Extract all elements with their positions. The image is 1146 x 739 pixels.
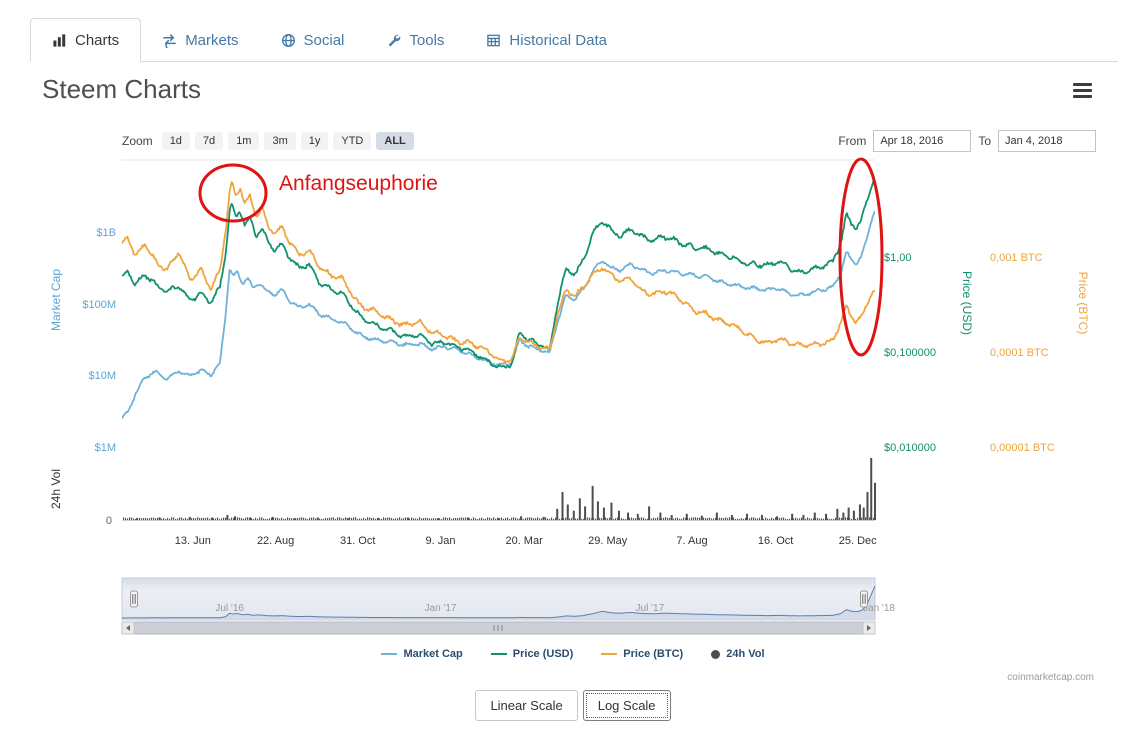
price-btc-tick: 0,00001 BTC bbox=[990, 442, 1055, 454]
market-cap-axis-title: Market Cap bbox=[49, 269, 63, 331]
tab-label: Tools bbox=[409, 31, 445, 49]
legend-label: 24h Vol bbox=[726, 648, 765, 660]
tab-social[interactable]: Social bbox=[260, 18, 366, 62]
chart-menu-icon[interactable] bbox=[1073, 83, 1092, 101]
legend-label: Price (BTC) bbox=[623, 648, 684, 660]
table-icon bbox=[486, 33, 501, 48]
tab-bar: Charts Markets Social Tools Historical Data bbox=[30, 16, 1118, 62]
navigator-date-label: Jul '17 bbox=[636, 603, 665, 614]
price-btc-axis-title: Price (BTC) bbox=[1076, 272, 1090, 335]
legend-dot-marker bbox=[711, 649, 721, 659]
x-axis-tick: 25. Dec bbox=[839, 535, 877, 547]
scale-toggle: Linear Scale Log Scale bbox=[0, 690, 1146, 721]
navigator-date-label: Jul '16 bbox=[215, 603, 244, 614]
wrench-icon bbox=[386, 33, 401, 48]
log-scale-button[interactable]: Log Scale bbox=[582, 690, 671, 721]
legend-label: Market Cap bbox=[403, 648, 463, 660]
x-axis-tick: 22. Aug bbox=[257, 535, 294, 547]
zoom-button-1m[interactable]: 1m bbox=[228, 132, 260, 150]
tab-tools[interactable]: Tools bbox=[365, 18, 465, 62]
legend-line-marker bbox=[601, 653, 618, 655]
x-axis-tick: 29. May bbox=[588, 535, 628, 547]
market-cap-tick: $1M bbox=[95, 442, 116, 454]
legend-item-price-usd-[interactable]: Price (USD) bbox=[490, 648, 574, 660]
volume-axis-title: 24h Vol bbox=[49, 469, 63, 509]
to-label: To bbox=[978, 134, 991, 148]
page-title: Steem Charts bbox=[42, 74, 201, 104]
legend-label: Price (USD) bbox=[512, 648, 574, 660]
volume-bars bbox=[123, 458, 876, 520]
series-line-price-btc bbox=[122, 181, 875, 364]
price-usd-tick: $1,00 bbox=[884, 252, 912, 264]
tab-label: Charts bbox=[75, 31, 120, 49]
tab-label: Markets bbox=[185, 31, 239, 49]
bar-chart-icon bbox=[52, 33, 67, 48]
series-group bbox=[122, 176, 875, 419]
x-axis-tick: 7. Aug bbox=[676, 535, 707, 547]
navigator-line bbox=[122, 585, 876, 619]
zoom-button-3m[interactable]: 3m bbox=[264, 132, 296, 150]
exchange-icon bbox=[162, 33, 177, 48]
zoom-button-all[interactable]: ALL bbox=[376, 132, 414, 150]
tab-label: Historical Data bbox=[509, 31, 607, 49]
globe-icon bbox=[281, 33, 296, 48]
scrollbar-right-arrow[interactable] bbox=[862, 621, 876, 635]
linear-scale-button[interactable]: Linear Scale bbox=[475, 690, 578, 721]
from-label: From bbox=[838, 134, 867, 148]
navigator-date-label: Jan '18 bbox=[863, 603, 895, 614]
market-cap-tick: $10M bbox=[88, 370, 116, 382]
series-line-market-cap bbox=[122, 210, 875, 419]
navigator-right-handle[interactable] bbox=[860, 590, 868, 608]
navigator-date-label: Jan '17 bbox=[425, 603, 457, 614]
price-usd-tick: $0,100000 bbox=[884, 347, 936, 359]
legend-item-24h-vol[interactable]: 24h Vol bbox=[711, 648, 765, 660]
x-axis-tick: 31. Oct bbox=[340, 535, 375, 547]
legend-line-marker bbox=[490, 653, 507, 655]
market-cap-tick: $100M bbox=[82, 299, 116, 311]
zoom-button-1d[interactable]: 1d bbox=[161, 132, 190, 150]
annotation-label: Anfangseuphorie bbox=[279, 172, 438, 195]
zoom-button-7d[interactable]: 7d bbox=[194, 132, 224, 150]
scrollbar-left-arrow[interactable] bbox=[121, 621, 135, 635]
legend-item-market-cap[interactable]: Market Cap bbox=[381, 648, 463, 660]
tab-charts[interactable]: Charts bbox=[30, 18, 142, 62]
tab-label: Social bbox=[303, 31, 345, 49]
navigator-left-handle[interactable] bbox=[130, 590, 138, 608]
price-btc-tick: 0,001 BTC bbox=[990, 252, 1043, 264]
from-date-input[interactable] bbox=[873, 130, 972, 152]
plot-area[interactable] bbox=[122, 160, 875, 520]
legend-item-price-btc-[interactable]: Price (BTC) bbox=[601, 648, 683, 660]
annotation-ellipse-final-spike bbox=[838, 157, 884, 357]
x-axis-tick: 13. Jun bbox=[175, 535, 211, 547]
tab-markets[interactable]: Markets bbox=[141, 18, 259, 62]
zoom-label: Zoom bbox=[122, 134, 153, 148]
zoom-button-1y[interactable]: 1y bbox=[300, 132, 329, 150]
volume-zero-tick: 0 bbox=[106, 515, 112, 527]
zoom-buttons: 1d 7d 1m 3m 1y YTD ALL bbox=[161, 132, 419, 150]
price-btc-tick: 0,0001 BTC bbox=[990, 347, 1049, 359]
price-usd-axis-title: Price (USD) bbox=[960, 271, 974, 335]
x-axis-tick: 16. Oct bbox=[758, 535, 793, 547]
x-axis-tick: 9. Jan bbox=[426, 535, 456, 547]
zoom-button-ytd[interactable]: YTD bbox=[333, 132, 372, 150]
to-date-input[interactable] bbox=[998, 130, 1096, 152]
market-cap-tick: $1B bbox=[96, 227, 116, 239]
watermark: coinmarketcap.com bbox=[1007, 672, 1094, 683]
annotation-ellipse-initial-euphoria bbox=[198, 163, 268, 223]
price-usd-tick: $0,010000 bbox=[884, 442, 936, 454]
chart-legend: Market Cap Price (USD) Price (BTC) 24h Vol bbox=[0, 648, 1146, 660]
legend-line-marker bbox=[381, 653, 398, 655]
x-axis-tick: 20. Mar bbox=[505, 535, 543, 547]
tab-historical-data[interactable]: Historical Data bbox=[465, 18, 628, 62]
navigator[interactable] bbox=[121, 577, 876, 621]
series-line-price-usd bbox=[122, 176, 875, 369]
